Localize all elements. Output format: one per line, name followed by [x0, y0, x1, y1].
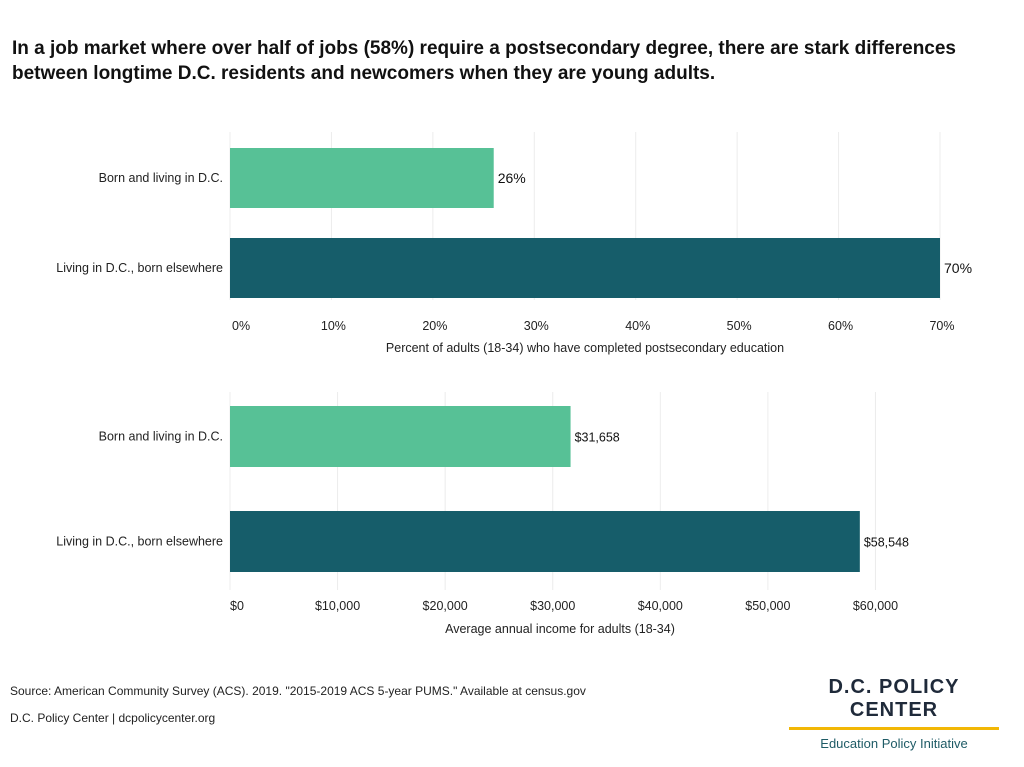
chart1-tick-label: 10%	[321, 319, 346, 333]
chart2-tick-label: $10,000	[315, 599, 360, 613]
chart1-category-label: Born and living in D.C.	[99, 171, 223, 185]
chart2-bar	[230, 406, 571, 467]
chart1-value-label: 70%	[944, 260, 972, 276]
chart2-tick-label: $20,000	[423, 599, 468, 613]
chart2-tick-label: $60,000	[853, 599, 898, 613]
brand-underline	[789, 727, 999, 730]
credit-note: D.C. Policy Center | dcpolicycenter.org	[10, 711, 216, 725]
chart1-tick-label: 20%	[422, 319, 447, 333]
chart2-bar	[230, 511, 860, 572]
chart2-value-label: $31,658	[575, 431, 620, 445]
chart1-tick-label: 50%	[727, 319, 752, 333]
brand-logo: D.C. POLICY CENTER Education Policy Init…	[785, 676, 1003, 751]
chart1-tick-label: 40%	[625, 319, 650, 333]
chart1-bar	[230, 238, 940, 298]
chart1-tick-label: 70%	[929, 319, 954, 333]
chart-title: In a job market where over half of jobs …	[12, 38, 956, 84]
chart2-tick-label: $30,000	[530, 599, 575, 613]
chart1-tick-label: 0%	[232, 319, 250, 333]
chart1-tick-label: 60%	[828, 319, 853, 333]
chart2-category-label: Living in D.C., born elsewhere	[56, 535, 223, 549]
chart2-x-axis-label: Average annual income for adults (18-34)	[445, 622, 675, 636]
chart1-category-label: Living in D.C., born elsewhere	[56, 261, 223, 275]
chart2-tick-label: $40,000	[638, 599, 683, 613]
brand-name: D.C. POLICY CENTER	[828, 676, 960, 721]
source-note: Source: American Community Survey (ACS).…	[10, 684, 586, 698]
chart2-category-label: Born and living in D.C.	[99, 430, 223, 444]
brand-subtitle: Education Policy Initiative	[820, 736, 968, 751]
chart1-bar	[230, 148, 494, 208]
chart2-tick-label: $50,000	[745, 599, 790, 613]
chart1-value-label: 26%	[498, 170, 526, 186]
chart2-value-label: $58,548	[864, 536, 909, 550]
chart1-tick-label: 30%	[524, 319, 549, 333]
chart1-x-axis-label: Percent of adults (18-34) who have compl…	[386, 341, 784, 355]
chart2-tick-label: $0	[230, 599, 244, 613]
